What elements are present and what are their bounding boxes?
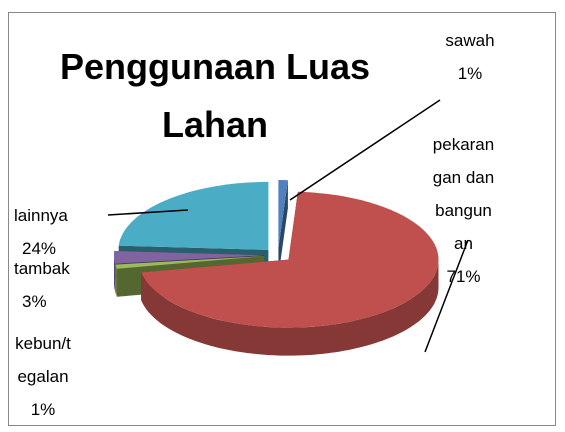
slice — [141, 191, 439, 328]
slice — [115, 256, 265, 269]
data-label: sawah 1% — [420, 24, 520, 90]
slice-side — [141, 259, 439, 356]
chart-frame — [8, 12, 556, 426]
data-label: pekarangan dan bangunan 71% — [432, 128, 495, 293]
slice — [278, 180, 288, 248]
value-label: 1% — [30, 400, 56, 419]
value-label: 3% — [22, 292, 47, 311]
leader-line — [107, 209, 189, 216]
data-label: kebun/tegalan 1% — [12, 327, 74, 426]
slice-side — [115, 264, 117, 297]
slice-side — [114, 255, 116, 292]
data-label: tambak 3% — [14, 252, 104, 318]
value-label: 24% — [22, 239, 57, 258]
leader-line — [289, 99, 441, 201]
value-label: 71% — [446, 267, 481, 286]
value-label: 1% — [457, 64, 483, 83]
slice — [114, 251, 264, 264]
slice-wall — [278, 180, 288, 276]
data-label: lainnya 24% — [14, 199, 104, 265]
chart-title: Penggunaan Luas Lahan — [59, 46, 371, 145]
slice — [118, 181, 269, 250]
leader-line — [424, 239, 469, 353]
